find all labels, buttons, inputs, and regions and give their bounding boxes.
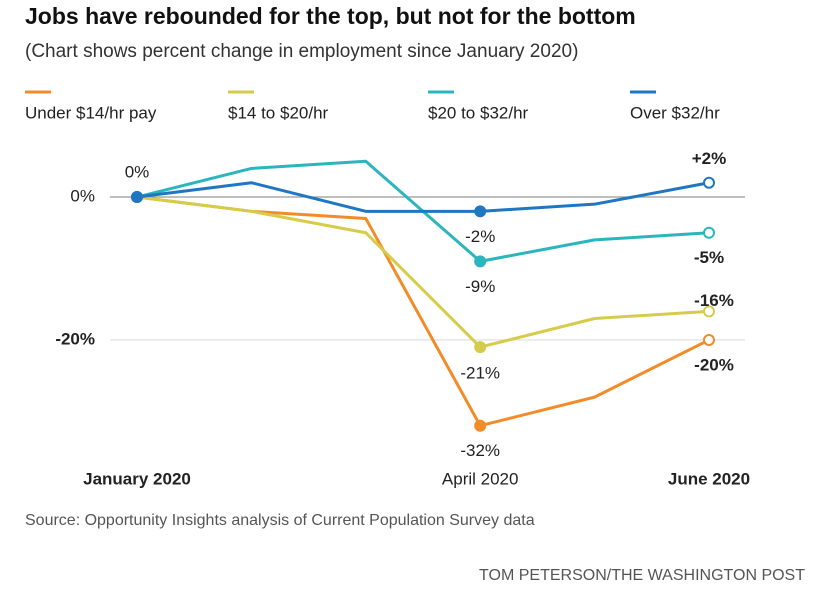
value-label: +2% [692, 149, 727, 168]
point [474, 419, 487, 432]
series-line [136, 181, 710, 213]
x-tick-label: June 2020 [668, 469, 750, 488]
series-line [136, 195, 710, 428]
value-label: -20% [694, 355, 734, 374]
x-tick-label: April 2020 [442, 469, 519, 488]
source: Source: Opportunity Insights analysis of… [25, 512, 535, 529]
value-label: -2% [465, 227, 495, 246]
value-label: -21% [460, 364, 500, 383]
credit: TOM PETERSON/THE WASHINGTON POST [479, 567, 805, 584]
point [703, 176, 715, 189]
value-label: -16% [694, 291, 734, 310]
value-label: 0% [125, 163, 150, 182]
value-label: -5% [694, 248, 724, 267]
point [474, 205, 487, 218]
point [131, 191, 143, 204]
point [474, 341, 487, 354]
x-tick-label: January 2020 [83, 469, 191, 488]
chart-subtitle: (Chart shows percent change in employmen… [25, 41, 578, 62]
point [703, 226, 715, 239]
point [474, 255, 487, 268]
point [703, 305, 715, 318]
series-line [136, 195, 710, 349]
legend-label: Over $32/hr [630, 103, 720, 122]
y-tick-label: -20% [55, 329, 95, 348]
legend-label: $20 to $32/hr [428, 103, 529, 122]
point [703, 333, 715, 346]
value-label: -32% [460, 441, 500, 460]
y-tick-label: 0% [70, 187, 95, 206]
legend-label: $14 to $20/hr [228, 103, 329, 122]
chart-title: Jobs have rebounded for the top, but not… [25, 3, 636, 29]
legend-label: Under $14/hr pay [25, 103, 157, 122]
value-label: -9% [465, 277, 495, 296]
